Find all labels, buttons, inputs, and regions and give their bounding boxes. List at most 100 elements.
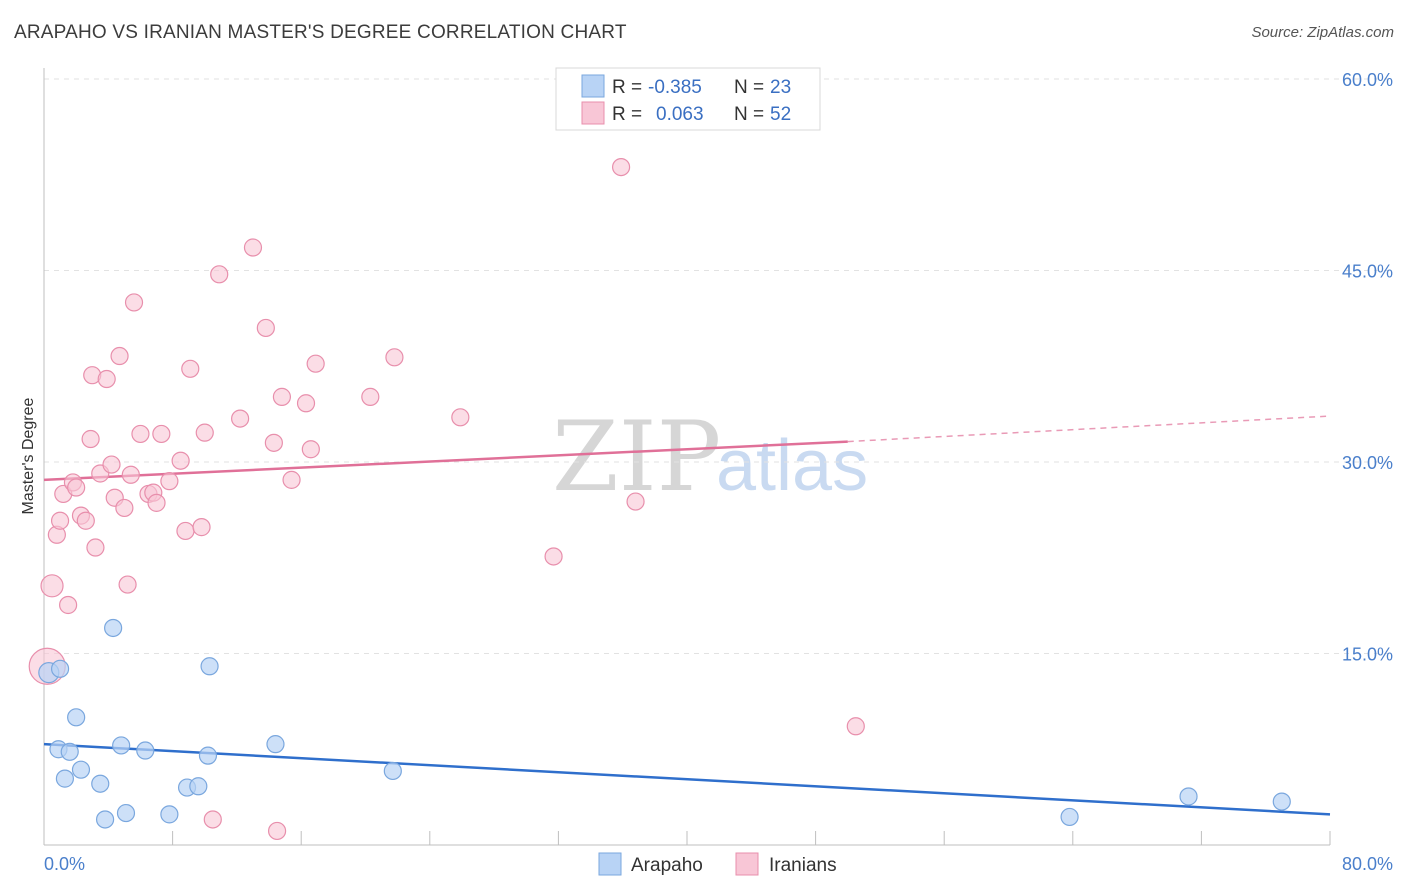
arapaho-point [116, 803, 136, 823]
x-tick-labels: 0.0% 80.0% [44, 854, 1393, 874]
legend-r-value-arapaho: -0.385 [648, 77, 702, 98]
arapaho-point [136, 741, 155, 760]
arapaho-point [1060, 807, 1079, 827]
y-tick-label: 60.0% [1342, 70, 1393, 90]
series-legend: Arapaho Iranians [598, 852, 837, 876]
iranians-point [181, 359, 200, 378]
series-legend-label-arapaho: Arapaho [631, 855, 703, 876]
iranians-points [28, 157, 865, 841]
arapaho-point [160, 805, 179, 824]
arapaho-point [91, 774, 110, 793]
y-tick-label: 45.0% [1342, 262, 1393, 282]
iranians-point [385, 348, 404, 367]
arapaho-point [198, 746, 218, 765]
iranians-point [272, 387, 292, 406]
iranians-point [451, 408, 470, 427]
iranians-point [102, 455, 121, 474]
iranians-point [264, 433, 283, 452]
iranians-point [203, 810, 222, 829]
iranians-point [118, 575, 137, 594]
iranians-point [131, 424, 150, 444]
arapaho-point [200, 657, 219, 676]
arapaho-point [189, 777, 208, 796]
iranians-point [195, 423, 214, 442]
arapaho-point [383, 761, 402, 781]
iranians-point [626, 492, 645, 511]
iranians-point [231, 409, 250, 428]
iranians-trend-extension [847, 415, 1331, 443]
iranians-point [267, 821, 287, 841]
iranians-point [210, 265, 229, 284]
chart-title: ARAPAHO VS IRANIAN MASTER'S DEGREE CORRE… [14, 22, 627, 43]
arapaho-point [1179, 787, 1198, 806]
series-legend-label-iranians: Iranians [769, 855, 837, 876]
series-legend-swatch-arapaho [598, 852, 622, 876]
arapaho-point [50, 659, 70, 678]
arapaho-point [104, 618, 123, 638]
iranians-point [124, 293, 144, 312]
y-tick-labels: 15.0% 30.0% 45.0% 60.0% [1342, 70, 1393, 665]
axes [43, 68, 1331, 846]
iranians-point [296, 394, 316, 413]
iranians-point [115, 498, 134, 518]
arapaho-trend-line [43, 742, 1331, 816]
y-axis-label: Master's Degree [20, 397, 37, 514]
legend-r-label-arapaho: R = [612, 77, 642, 98]
iranians-point [301, 440, 320, 459]
iranians-point [50, 511, 70, 530]
y-tick-label: 30.0% [1342, 453, 1393, 473]
legend-n-value-arapaho: 23 [770, 77, 791, 98]
legend-swatch-iranians [581, 101, 605, 125]
iranians-point [67, 478, 86, 497]
arapaho-point [112, 736, 131, 755]
x-tick-label: 80.0% [1342, 854, 1393, 874]
iranians-point [361, 387, 380, 406]
gridlines [44, 78, 1394, 654]
iranians-point [176, 521, 195, 541]
iranians-point [243, 238, 263, 257]
trend-lines [43, 415, 1331, 816]
iranians-point [160, 472, 179, 491]
arapaho-point [55, 769, 74, 788]
legend-r-value-iranians: 0.063 [656, 104, 704, 125]
watermark-atlas: atlas [716, 426, 868, 506]
iranians-point [306, 354, 325, 373]
iranians-point [86, 538, 105, 557]
arapaho-point [71, 760, 91, 779]
arapaho-point [266, 735, 285, 754]
iranians-point [110, 346, 129, 366]
source-credit: Source: ZipAtlas.com [1251, 24, 1394, 41]
arapaho-point [67, 708, 86, 727]
iranians-point [256, 318, 275, 338]
x-tick-label: 0.0% [44, 854, 85, 874]
iranians-point [147, 493, 166, 512]
arapaho-point [60, 742, 79, 761]
iranians-point [611, 157, 631, 177]
legend-n-value-iranians: 52 [770, 104, 791, 125]
legend-n-label-arapaho: N = [734, 77, 764, 98]
legend-r-label-iranians: R = [612, 104, 642, 125]
series-legend-swatch-iranians [735, 852, 759, 876]
stats-legend: R = -0.385 N = 23 R = 0.063 N = 52 [555, 67, 821, 131]
arapaho-points [38, 618, 1291, 829]
iranians-point [171, 451, 190, 470]
arapaho-point [1272, 792, 1291, 811]
arapaho-point [95, 810, 115, 829]
watermark: ZIP atlas [552, 401, 868, 513]
iranians-point [846, 717, 865, 736]
legend-n-label-iranians: N = [734, 104, 764, 125]
iranians-point [121, 465, 140, 484]
iranians-trend-line [43, 440, 848, 482]
iranians-point [81, 429, 100, 449]
iranians-point [40, 574, 64, 598]
iranians-point [97, 369, 116, 389]
iranians-point [282, 470, 301, 489]
iranians-point [76, 511, 95, 530]
iranians-point [192, 518, 211, 537]
iranians-point [59, 595, 78, 615]
legend-swatch-arapaho [581, 74, 605, 98]
y-tick-label: 15.0% [1342, 645, 1393, 665]
iranians-point [544, 547, 563, 566]
iranians-point [152, 424, 171, 444]
